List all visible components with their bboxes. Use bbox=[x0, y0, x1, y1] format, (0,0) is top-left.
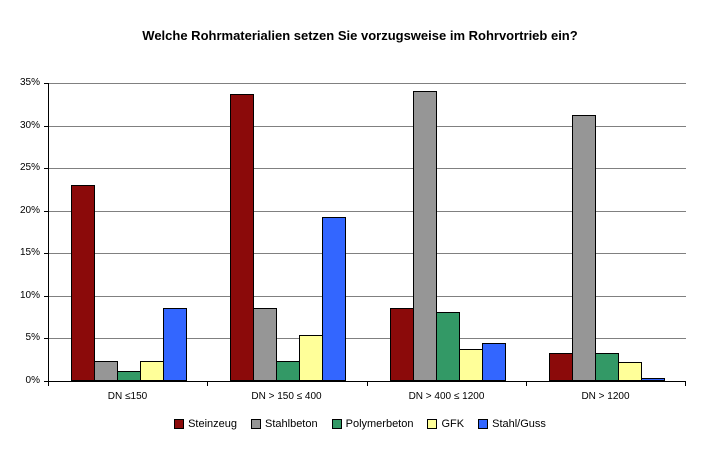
bar-stahlbeton-3 bbox=[571, 115, 596, 381]
bar-group-2 bbox=[368, 83, 527, 381]
gridline-25 bbox=[49, 168, 686, 169]
legend-swatch-icon bbox=[174, 419, 185, 429]
x-axis-tick bbox=[526, 382, 527, 386]
y-axis-label-0: 0% bbox=[25, 375, 40, 386]
legend-label: Stahlbeton bbox=[265, 418, 318, 430]
plot-area bbox=[48, 83, 686, 382]
y-axis-tick bbox=[44, 126, 48, 127]
gridline-35 bbox=[49, 83, 686, 84]
x-axis-label-0: DN ≤150 bbox=[107, 391, 148, 402]
y-axis-label-30: 30% bbox=[19, 120, 40, 131]
chart-title: Welche Rohrmaterialien setzen Sie vorzug… bbox=[142, 28, 578, 43]
y-axis-tick bbox=[44, 168, 48, 169]
bar-steinzeug-1 bbox=[229, 94, 254, 381]
x-axis-label-3: DN > 1200 bbox=[581, 391, 630, 402]
gridline-5 bbox=[49, 338, 686, 339]
x-axis-tick bbox=[367, 382, 368, 386]
gridline-20 bbox=[49, 211, 686, 212]
bar-polymerbeton-3 bbox=[594, 353, 619, 381]
legend-item-steinzeug: Steinzeug bbox=[174, 418, 237, 430]
legend-swatch-icon bbox=[251, 419, 261, 429]
y-axis-tick bbox=[44, 253, 48, 254]
y-axis-label-20: 20% bbox=[19, 205, 40, 216]
legend-swatch-icon bbox=[331, 419, 342, 429]
bar-steinzeug-2 bbox=[389, 308, 414, 381]
y-axis-tick bbox=[44, 381, 48, 382]
bar-steinzeug-0 bbox=[70, 185, 95, 381]
y-axis-label-35: 35% bbox=[19, 77, 40, 88]
bar-stahlbeton-1 bbox=[252, 308, 277, 381]
bar-stahlbeton-2 bbox=[412, 91, 437, 381]
legend-label: Stahl/Guss bbox=[492, 418, 546, 430]
gridline-30 bbox=[49, 126, 686, 127]
legend-item-stahl-guss: Stahl/Guss bbox=[478, 418, 546, 430]
x-axis-label-2: DN > 400 ≤ 1200 bbox=[408, 391, 485, 402]
bar-stahl-guss-2 bbox=[481, 343, 506, 381]
legend-label: Polymerbeton bbox=[345, 418, 414, 430]
x-axis-tick bbox=[685, 382, 686, 386]
y-axis-label-15: 15% bbox=[19, 247, 40, 258]
bar-gfk-0 bbox=[139, 361, 164, 381]
y-axis-tick bbox=[44, 211, 48, 212]
bar-stahl-guss-3 bbox=[640, 378, 665, 381]
bar-polymerbeton-0 bbox=[116, 371, 141, 381]
legend-swatch-icon bbox=[427, 419, 438, 429]
legend-label: GFK bbox=[441, 418, 465, 430]
gridline-15 bbox=[49, 253, 686, 254]
y-axis-label-5: 5% bbox=[25, 332, 40, 343]
bar-gfk-1 bbox=[298, 335, 323, 381]
y-axis-label-10: 10% bbox=[19, 290, 40, 301]
bar-group-0 bbox=[49, 83, 208, 381]
gridline-10 bbox=[49, 296, 686, 297]
legend-item-gfk: GFK bbox=[427, 418, 464, 430]
y-axis-tick bbox=[44, 296, 48, 297]
y-axis-tick bbox=[44, 338, 48, 339]
bar-polymerbeton-2 bbox=[435, 312, 460, 381]
bar-stahlbeton-0 bbox=[93, 361, 118, 381]
legend-swatch-icon bbox=[478, 419, 489, 429]
bar-group-1 bbox=[208, 83, 367, 381]
legend: Steinzeug Stahlbeton Polymerbeton GFK Stahl/… bbox=[0, 418, 720, 430]
bar-polymerbeton-1 bbox=[275, 361, 300, 381]
y-axis-tick bbox=[44, 83, 48, 84]
bar-stahl-guss-0 bbox=[162, 308, 187, 381]
x-axis-label-1: DN > 150 ≤ 400 bbox=[251, 391, 322, 402]
bar-stahl-guss-1 bbox=[321, 217, 346, 381]
legend-item-stahlbeton: Stahlbeton bbox=[251, 418, 318, 430]
legend-label: Steinzeug bbox=[188, 418, 237, 430]
y-axis-label-25: 25% bbox=[19, 162, 40, 173]
x-axis-tick bbox=[207, 382, 208, 386]
bar-steinzeug-3 bbox=[548, 353, 573, 381]
x-axis-tick bbox=[48, 382, 49, 386]
bar-gfk-2 bbox=[458, 349, 483, 381]
bar-gfk-3 bbox=[617, 362, 642, 381]
bar-group-3 bbox=[527, 83, 686, 381]
legend-item-polymerbeton: Polymerbeton bbox=[331, 418, 414, 430]
